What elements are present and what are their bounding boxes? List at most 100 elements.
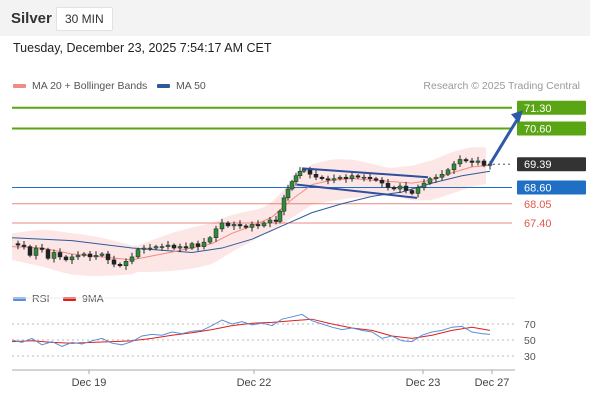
level-badge-1 (517, 121, 586, 136)
price-panel: 71.30 70.60 69.39 68.60 68.05 67.40 (11, 100, 586, 276)
candle-body-11 (75, 255, 81, 258)
level-badge-2 (517, 157, 586, 172)
candle-body-54 (319, 176, 325, 179)
candle-body-10 (69, 256, 75, 261)
rsi-level-label-1: 50 (524, 335, 536, 347)
candle-body-64 (379, 179, 385, 184)
candle-body-21 (135, 249, 141, 258)
candle-body-9 (63, 256, 69, 261)
time-axis: Dec 19 Dec 22 Dec 23 Dec 27 (12, 369, 515, 389)
candle-body-4 (33, 247, 39, 256)
ma50-swatch (157, 84, 170, 88)
candle-body-52 (307, 169, 313, 175)
candle-body-35 (219, 222, 225, 230)
channel-line-1 (296, 183, 418, 199)
legend-rsi: RSI (13, 293, 50, 305)
candle-body-50 (297, 171, 303, 176)
candle-body-69 (409, 190, 415, 194)
channel-line-0 (301, 167, 429, 179)
candle-body-47 (285, 188, 291, 199)
candle-body-40 (249, 224, 255, 228)
candle-body-43 (267, 219, 273, 224)
research-credit: Research © 2025 Trading Central (423, 80, 580, 92)
legend-ma50-label: MA 50 (176, 80, 206, 92)
candle-body-49 (293, 175, 299, 182)
candle-body-66 (391, 187, 397, 190)
candle-body-12 (81, 253, 87, 256)
legend-ma20-label: MA 20 + Bollinger Bands (32, 80, 148, 92)
candle-body-17 (111, 259, 117, 265)
candle-body-45 (277, 210, 283, 222)
candle-body-58 (343, 176, 349, 179)
legend-rsi-label: RSI (32, 293, 50, 305)
candle-body-7 (51, 252, 57, 259)
candle-body-72 (427, 178, 433, 184)
candle-body-74 (439, 173, 445, 178)
candle-body-28 (177, 246, 183, 249)
level-label-3: 68.60 (524, 183, 552, 195)
candle-body-23 (147, 247, 153, 250)
level-label-5: 67.40 (524, 218, 552, 230)
candle-body-6 (45, 249, 51, 259)
bollinger-band (12, 147, 486, 276)
candle-body-63 (373, 178, 379, 181)
candle-body-2 (21, 244, 27, 247)
candle-body-8 (57, 252, 63, 258)
candle-body-76 (451, 163, 457, 171)
legend-ma20: MA 20 + Bollinger Bands (13, 80, 147, 92)
candle-body-18 (117, 264, 123, 267)
candle-body-26 (165, 244, 171, 247)
candle-body-31 (195, 243, 201, 247)
candle-body-51 (301, 169, 307, 172)
candle-body-13 (87, 253, 93, 258)
interval-button[interactable]: 30 MIN (56, 7, 113, 31)
level-label-4: 68.05 (524, 199, 552, 211)
candle-body-56 (331, 178, 337, 181)
candle-body-37 (231, 224, 237, 227)
time-tick-label-2: Dec 23 (406, 377, 441, 389)
candle-body-61 (361, 176, 367, 179)
candle-body-36 (225, 222, 231, 227)
instrument-title: Silver (11, 10, 52, 27)
legend-9ma: 9MA (63, 293, 104, 305)
candle-body-41 (255, 224, 261, 227)
candle-body-24 (153, 246, 159, 249)
candle-body-20 (129, 256, 135, 262)
rsi-line (11, 313, 491, 347)
chart-header: Silver 30 MIN (0, 0, 590, 36)
candle-body-55 (325, 178, 331, 181)
candle-body-80 (475, 160, 481, 163)
level-badge-0 (517, 100, 586, 115)
candle-body-65 (385, 182, 391, 188)
candle-body-53 (313, 173, 319, 178)
time-tick-label-0: Dec 19 (72, 377, 107, 389)
candle-body-25 (159, 246, 165, 248)
candle-body-30 (189, 243, 195, 249)
candle-body-59 (349, 175, 355, 179)
projection-arrowhead (511, 110, 523, 124)
projection-arrow (488, 117, 520, 165)
candle-body-75 (445, 169, 451, 175)
candle-body-57 (337, 176, 343, 179)
candle-body-48 (289, 181, 295, 190)
legend-9ma-label: 9MA (82, 293, 104, 305)
time-tick-label-1: Dec 22 (237, 377, 272, 389)
candle-body-60 (355, 175, 361, 178)
candle-body-15 (99, 253, 105, 256)
candle-body-67 (397, 185, 403, 190)
candle-body-78 (463, 159, 469, 162)
level-label-2: 69.39 (524, 159, 552, 171)
datetime-label: Tuesday, December 23, 2025 7:54:17 AM CE… (13, 41, 272, 55)
candle-body-27 (171, 244, 177, 249)
candle-body-5 (39, 247, 45, 250)
candle-body-14 (93, 255, 99, 258)
candle-body-38 (237, 224, 243, 227)
level-label-1: 70.60 (524, 123, 552, 135)
level-label-0: 71.30 (524, 103, 552, 115)
candle-body-46 (281, 197, 287, 212)
candle-body-81 (481, 160, 487, 166)
candle-body-22 (141, 247, 147, 250)
candle-body-77 (457, 159, 463, 165)
rsi-level-label-0: 70 (524, 319, 536, 331)
